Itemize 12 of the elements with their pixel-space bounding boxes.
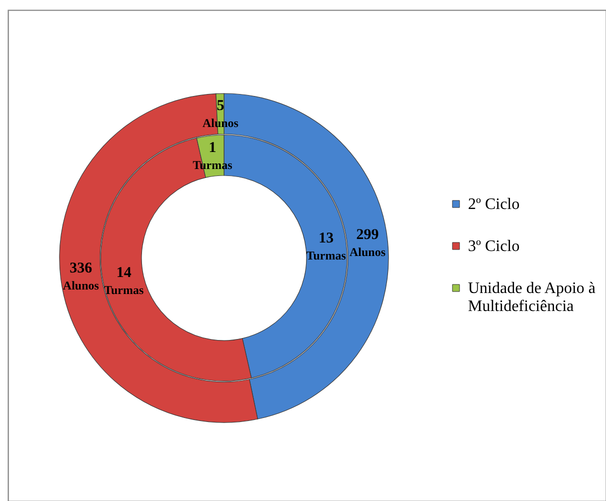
data-label: 5	[216, 98, 224, 114]
data-label: 1	[208, 140, 216, 156]
slice-label: Alunos	[62, 278, 100, 292]
data-label: 13	[318, 230, 334, 246]
data-label: 299	[356, 227, 379, 244]
legend-label: 3º Ciclo	[468, 238, 520, 255]
legend-label: Unidade de Apoio à Multideficiência	[468, 280, 596, 315]
slice-label: Turmas	[306, 248, 346, 262]
data-label: 336	[70, 260, 93, 276]
text: Alunos	[349, 245, 386, 260]
data-label: 14	[116, 264, 132, 281]
legend-label: 2º Ciclo	[468, 196, 520, 213]
